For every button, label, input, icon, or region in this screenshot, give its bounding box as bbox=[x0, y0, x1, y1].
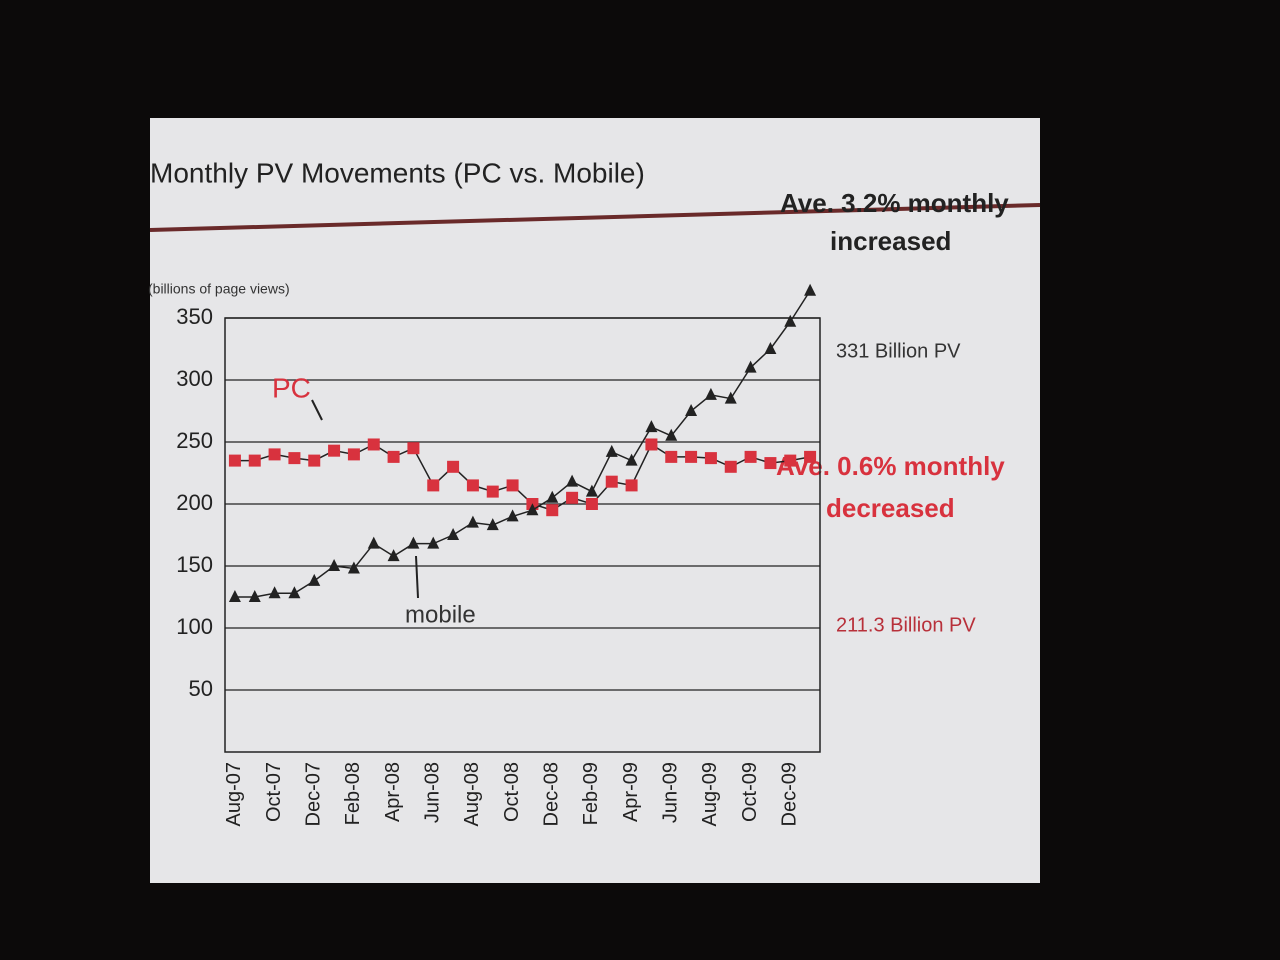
marker bbox=[704, 452, 717, 465]
annotation: 211.3 Billion PV bbox=[836, 614, 976, 636]
marker bbox=[367, 438, 380, 451]
marker bbox=[744, 450, 757, 463]
marker bbox=[248, 590, 261, 602]
callout bbox=[311, 399, 323, 421]
x-tick-label: Apr-09 bbox=[620, 762, 642, 822]
marker bbox=[566, 474, 579, 487]
chart-title: Monthly PV Movements (PC vs. Mobile) bbox=[150, 157, 645, 188]
marker bbox=[447, 528, 460, 540]
x-tick-label: Feb-09 bbox=[580, 762, 602, 825]
marker bbox=[288, 452, 301, 465]
marker bbox=[466, 515, 479, 528]
x-tick-label: Jun-08 bbox=[422, 762, 444, 823]
x-tick-label: Dec-07 bbox=[303, 762, 325, 826]
y-tick-label: 250 bbox=[176, 428, 213, 453]
x-tick-label: Aug-07 bbox=[223, 762, 245, 827]
marker bbox=[347, 448, 360, 461]
marker bbox=[268, 448, 281, 461]
marker bbox=[228, 590, 241, 602]
marker bbox=[546, 490, 559, 503]
x-tick-label: Aug-09 bbox=[699, 762, 721, 827]
x-tick-label: Dec-08 bbox=[541, 762, 563, 826]
title-rule bbox=[149, 203, 1041, 232]
marker bbox=[645, 420, 658, 433]
callout bbox=[415, 555, 419, 599]
marker bbox=[804, 283, 817, 296]
marker bbox=[665, 428, 678, 441]
annotation: Ave. 3.2% monthly bbox=[780, 188, 1009, 218]
marker bbox=[427, 479, 440, 492]
marker bbox=[248, 454, 261, 467]
y-tick-label: 150 bbox=[176, 552, 213, 577]
marker bbox=[387, 450, 400, 463]
marker bbox=[605, 475, 618, 488]
marker bbox=[724, 391, 737, 404]
x-tick-label: Apr-08 bbox=[382, 762, 404, 822]
marker bbox=[228, 454, 241, 467]
marker bbox=[546, 504, 559, 517]
y-axis-label: (billions of page views) bbox=[148, 281, 290, 297]
y-tick-label: 300 bbox=[176, 366, 213, 391]
marker bbox=[724, 460, 737, 473]
marker bbox=[585, 484, 598, 497]
marker bbox=[566, 491, 579, 504]
marker bbox=[486, 518, 499, 531]
marker bbox=[744, 360, 757, 373]
marker bbox=[804, 450, 817, 463]
marker bbox=[764, 342, 777, 354]
marker bbox=[486, 485, 499, 498]
marker bbox=[328, 444, 341, 457]
marker bbox=[685, 404, 698, 416]
marker bbox=[526, 503, 539, 516]
marker bbox=[367, 536, 380, 549]
y-tick-label: 350 bbox=[176, 304, 213, 329]
x-tick-label: Dec-09 bbox=[779, 762, 801, 826]
y-tick-label: 200 bbox=[176, 490, 213, 515]
marker bbox=[625, 453, 638, 466]
y-tick-label: 50 bbox=[189, 676, 213, 701]
x-tick-label: Oct-08 bbox=[501, 762, 523, 822]
marker bbox=[288, 586, 301, 599]
series-label: mobile bbox=[405, 601, 476, 628]
marker bbox=[328, 559, 341, 571]
marker bbox=[645, 438, 658, 451]
marker bbox=[466, 479, 479, 492]
marker bbox=[506, 479, 519, 492]
x-tick-label: Aug-08 bbox=[461, 762, 483, 827]
marker bbox=[685, 450, 698, 463]
marker bbox=[407, 536, 420, 549]
x-tick-label: Oct-09 bbox=[739, 762, 761, 822]
marker bbox=[585, 498, 598, 510]
marker bbox=[764, 457, 777, 470]
plot: 50 100 150 200 250 300 350 Aug-07 Oct-07 Dec-07 Fe… bbox=[176, 283, 821, 827]
marker bbox=[605, 444, 618, 457]
annotation: increased bbox=[830, 226, 951, 256]
y-tick-label: 100 bbox=[176, 614, 213, 639]
annotation: decreased bbox=[826, 493, 955, 523]
marker bbox=[784, 314, 797, 327]
x-tick-label: Oct-07 bbox=[263, 762, 285, 822]
marker bbox=[665, 450, 678, 463]
marker bbox=[427, 536, 440, 549]
x-tick-label: Feb-08 bbox=[342, 762, 364, 825]
marker bbox=[308, 573, 321, 586]
series-label: PC bbox=[272, 372, 311, 403]
marker bbox=[268, 586, 281, 599]
marker bbox=[347, 561, 360, 574]
marker bbox=[447, 460, 460, 473]
annotation: 331 Billion PV bbox=[836, 340, 961, 362]
marker bbox=[506, 509, 519, 522]
marker bbox=[308, 454, 321, 467]
marker bbox=[704, 387, 717, 400]
x-tick-label: Jun-09 bbox=[660, 762, 682, 823]
marker bbox=[625, 479, 638, 492]
marker bbox=[387, 549, 400, 562]
marker bbox=[784, 454, 797, 467]
marker bbox=[407, 442, 420, 455]
